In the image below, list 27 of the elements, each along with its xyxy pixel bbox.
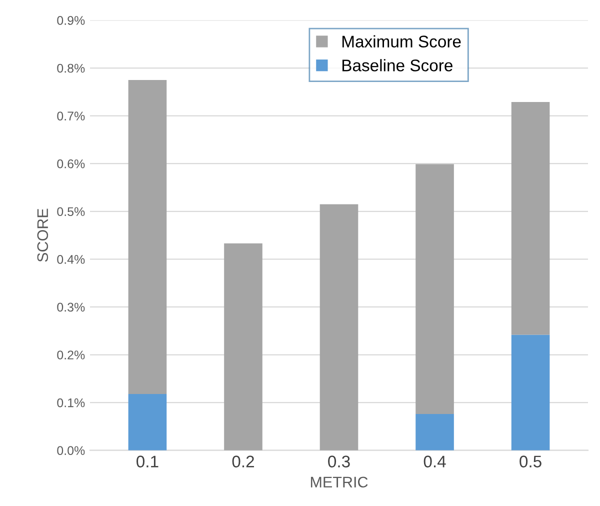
bar bbox=[511, 334, 550, 450]
y-tick-label: 0.5% bbox=[57, 207, 85, 216]
bar bbox=[416, 414, 454, 450]
bar bbox=[320, 204, 358, 450]
y-tick-label: 0.6% bbox=[57, 159, 85, 168]
x-tick-label: 0.2 bbox=[232, 456, 254, 468]
bar bbox=[128, 394, 167, 450]
y-tick-label: 0.8% bbox=[57, 64, 85, 73]
legend-label: Baseline Score bbox=[342, 59, 452, 72]
x-tick-label: 0.4 bbox=[424, 456, 446, 468]
y-tick-label: 0.9% bbox=[57, 16, 85, 25]
bar bbox=[511, 102, 550, 335]
y-tick-label: 0.4% bbox=[57, 254, 85, 264]
y-tick-label: 0.1% bbox=[57, 398, 85, 408]
y-tick-label: 0.3% bbox=[57, 302, 85, 312]
x-axis-title: METRIC bbox=[310, 476, 368, 488]
legend-label: Maximum Score bbox=[342, 35, 461, 48]
bar bbox=[224, 243, 262, 450]
y-tick-label: 0.0% bbox=[57, 446, 85, 455]
x-tick-label: 0.5 bbox=[520, 456, 542, 468]
y-tick-label: 0.7% bbox=[57, 112, 85, 120]
bar bbox=[416, 164, 454, 414]
y-tick-label: 0.2% bbox=[57, 350, 85, 360]
x-tick-label: 0.3 bbox=[328, 456, 350, 468]
y-axis-title: SCORE bbox=[37, 208, 48, 262]
x-tick-label: 0.1 bbox=[136, 456, 158, 468]
bar bbox=[128, 80, 167, 394]
